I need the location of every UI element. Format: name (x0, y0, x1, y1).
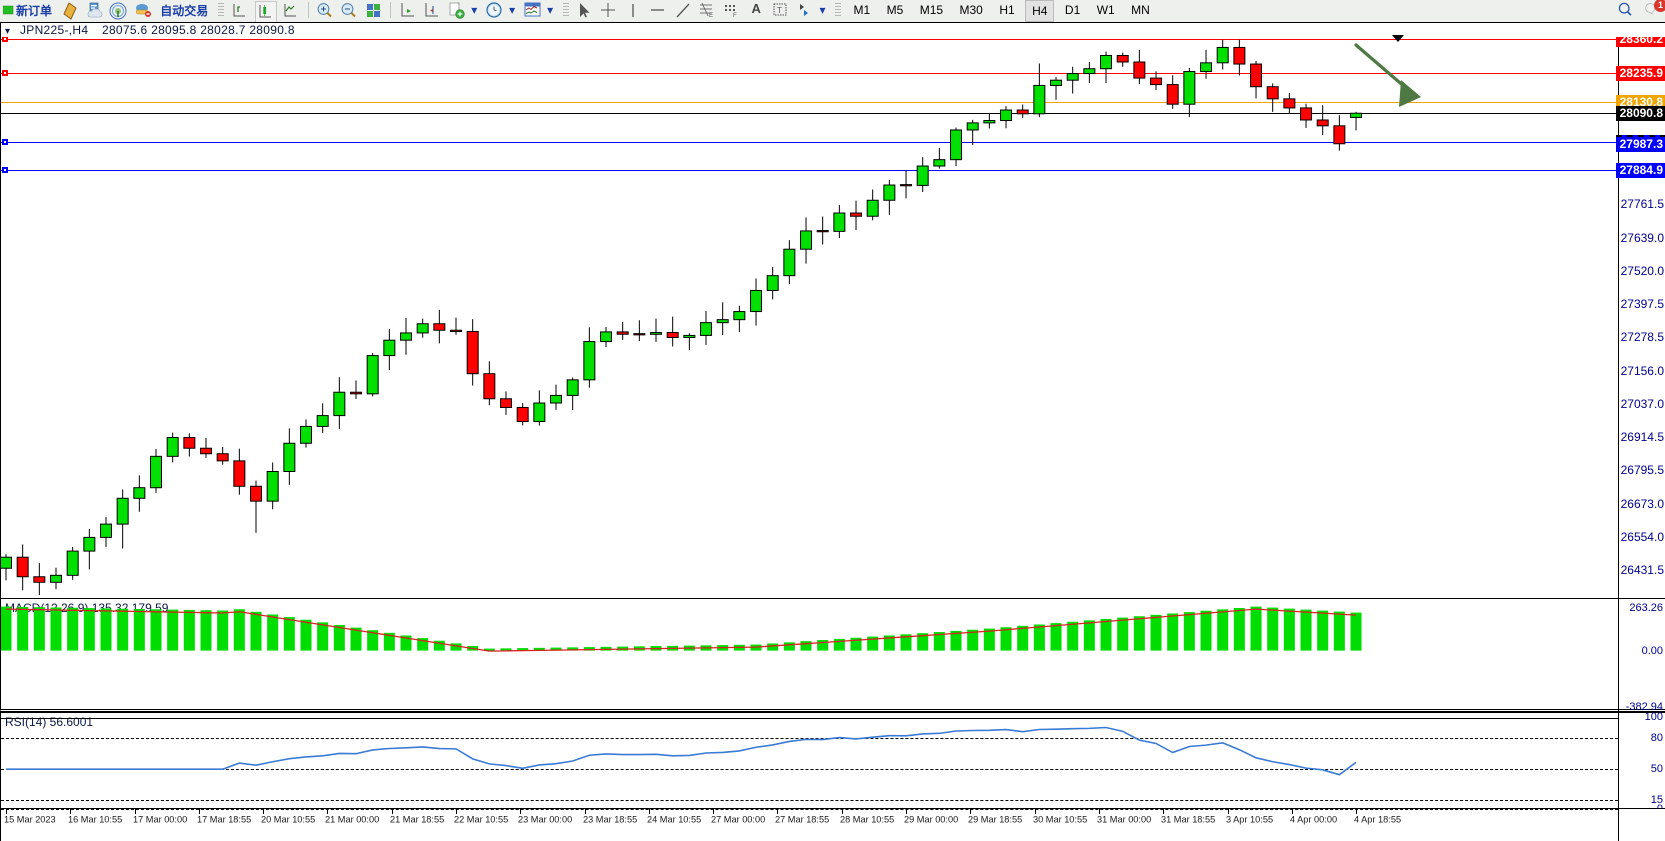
svg-text:F: F (733, 13, 737, 19)
svg-text:T: T (777, 6, 782, 15)
svg-text:E: E (709, 13, 713, 19)
